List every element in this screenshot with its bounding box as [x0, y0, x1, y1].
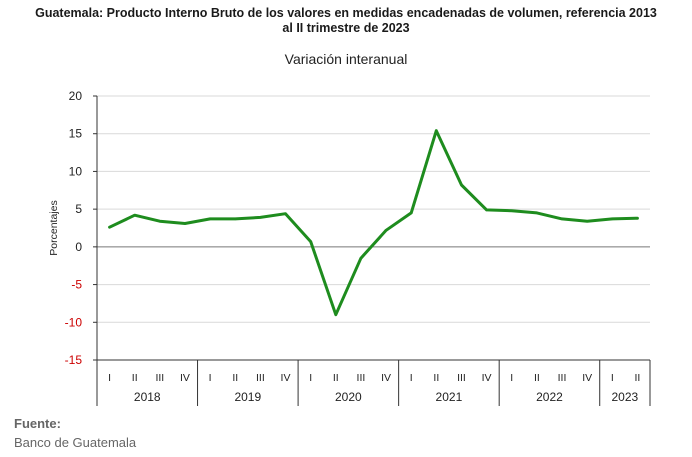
series — [108, 129, 639, 317]
gridlines — [97, 95, 650, 361]
x-tick-label-quarter: IV — [582, 372, 592, 384]
y-tick-label: 0 — [75, 240, 82, 254]
x-tick-label-quarter: II — [333, 372, 339, 384]
data-point — [334, 313, 337, 316]
data-point — [560, 217, 564, 221]
data-point — [183, 222, 187, 225]
x-tick-label-quarter: I — [108, 372, 111, 384]
data-point — [158, 220, 162, 223]
chart-subtitle: Variación interanual — [284, 51, 408, 67]
x-tick-label-quarter: I — [209, 372, 212, 384]
x-tick-label-quarter: III — [457, 372, 466, 384]
y-axis-title: Porcentajes — [48, 200, 60, 255]
x-tick-label-year: 2022 — [536, 390, 563, 404]
chart-title-line-1: Guatemala: Producto Interno Bruto de los… — [35, 6, 657, 20]
data-point — [510, 209, 513, 212]
source-label: Fuente: — [14, 416, 61, 431]
data-point — [611, 217, 614, 221]
data-point — [133, 213, 136, 217]
x-tick-label-quarter: II — [433, 372, 439, 384]
axes — [93, 95, 651, 406]
data-point — [259, 216, 262, 219]
x-tick-label-quarter: I — [410, 372, 413, 384]
y-tick-label: 5 — [75, 202, 82, 216]
y-tick-label: -10 — [65, 315, 83, 329]
data-point — [535, 211, 539, 215]
data-point — [384, 229, 388, 232]
data-point — [359, 256, 363, 260]
x-tick-label-quarter: II — [232, 372, 238, 384]
x-tick-label-quarter: I — [309, 372, 312, 384]
x-tick-label-quarter: III — [256, 372, 265, 384]
y-tick-label: 15 — [69, 127, 83, 141]
x-tick-label-year: 2021 — [436, 390, 463, 404]
data-point — [234, 217, 237, 221]
data-point — [435, 129, 438, 132]
x-tick-label-year: 2018 — [134, 390, 161, 404]
data-point — [208, 217, 212, 221]
y-tick-label: -15 — [65, 353, 83, 367]
data-point — [460, 183, 463, 187]
data-point — [410, 211, 413, 215]
data-point — [636, 216, 639, 220]
x-tick-label-quarter: II — [132, 372, 138, 384]
x-tick-label-quarter: IV — [482, 372, 492, 384]
x-tick-label-quarter: II — [635, 372, 641, 384]
data-point — [108, 226, 111, 229]
x-tick-label-quarter: IV — [281, 372, 291, 384]
data-point — [585, 220, 589, 223]
data-point — [284, 212, 287, 215]
x-tick-label-year: 2023 — [612, 390, 639, 404]
data-point — [485, 208, 488, 212]
data-point — [309, 240, 312, 243]
x-tick-label-quarter: III — [558, 372, 567, 384]
y-tick-label: -5 — [71, 278, 82, 292]
x-tick-label-year: 2020 — [335, 390, 362, 404]
chart-title-line-2: al II trimestre de 2023 — [282, 21, 410, 35]
y-tick-label: 10 — [69, 164, 83, 178]
x-tick-label-quarter: IV — [180, 372, 190, 384]
y-tick-label: 20 — [69, 89, 83, 103]
x-tick-label-quarter: IV — [381, 372, 391, 384]
x-tick-label-quarter: III — [357, 372, 366, 384]
x-tick-label-quarter: III — [155, 372, 164, 384]
x-tick-label-quarter: II — [534, 372, 540, 384]
x-tick-label-quarter: I — [611, 372, 614, 384]
chart-title: Guatemala: Producto Interno Bruto de los… — [0, 6, 692, 36]
source-value: Banco de Guatemala — [14, 435, 137, 450]
x-tick-label-quarter: I — [510, 372, 513, 384]
x-tick-label-year: 2019 — [234, 390, 261, 404]
series-line — [108, 129, 639, 317]
